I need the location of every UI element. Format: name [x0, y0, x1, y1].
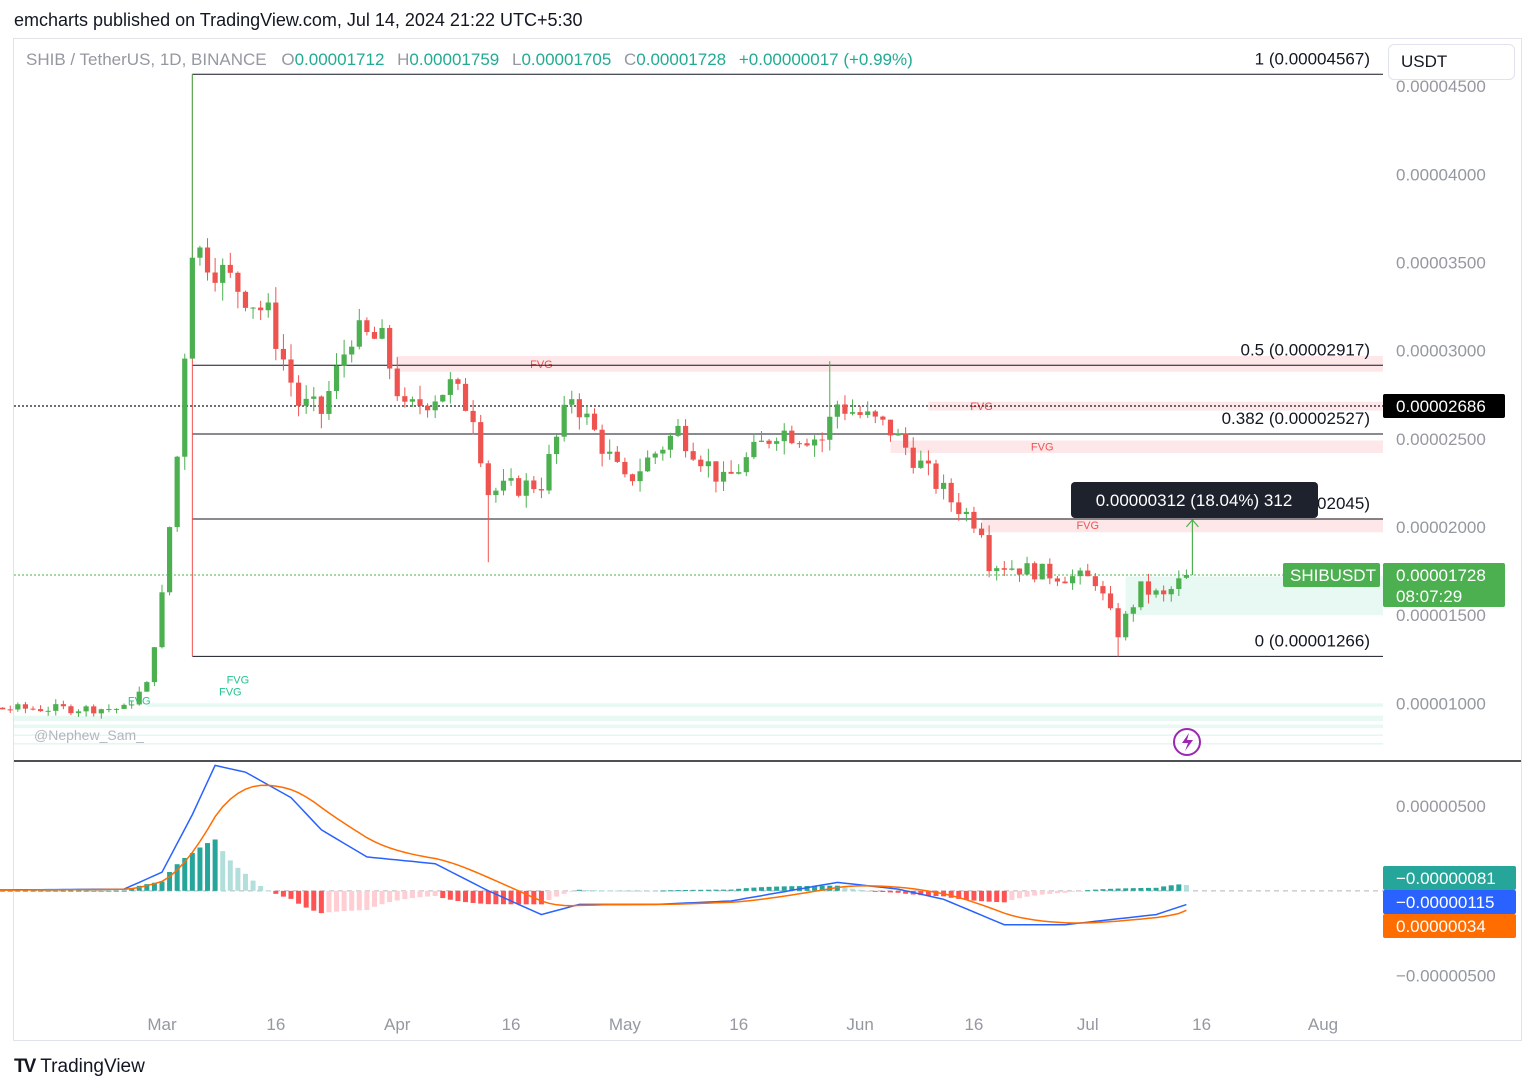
open-value: 0.00001712 — [294, 50, 385, 69]
low-key: L — [511, 50, 522, 69]
publisher-header: emcharts published on TradingView.com, J… — [14, 10, 583, 30]
ohlc-legend: SHIB / TetherUS, 1D, BINANCE O0.00001712… — [26, 50, 913, 70]
low-value: 0.00001705 — [521, 50, 612, 69]
tradingview-logo[interactable]: TV TradingView — [14, 1056, 145, 1078]
chart-frame — [13, 38, 1522, 1041]
tradingview-mark-icon: TV — [14, 1056, 36, 1077]
close-key: C — [624, 50, 637, 69]
macd-histogram-bar — [7, 890, 13, 892]
currency-button[interactable]: USDT — [1388, 44, 1515, 80]
close-value: 0.00001728 — [636, 50, 727, 69]
change-value: +0.00000017 (+0.99%) — [738, 50, 913, 69]
high-value: 0.00001759 — [409, 50, 500, 69]
macd-histogram-bar — [0, 890, 6, 892]
open-key: O — [281, 50, 295, 69]
high-key: H — [397, 50, 410, 69]
symbol-label[interactable]: SHIB / TetherUS, 1D, BINANCE — [26, 50, 267, 69]
candle-body — [0, 707, 6, 710]
tradingview-brand: TradingView — [40, 1056, 145, 1077]
